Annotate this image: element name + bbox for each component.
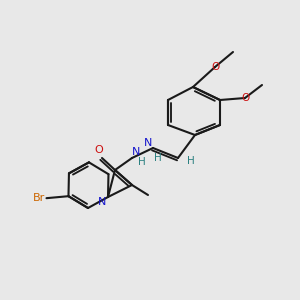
- Text: N: N: [132, 147, 140, 157]
- Text: H: H: [138, 157, 146, 167]
- Text: O: O: [94, 145, 103, 155]
- Text: O: O: [241, 93, 249, 103]
- Text: Br: Br: [33, 193, 46, 203]
- Text: N: N: [98, 197, 106, 207]
- Text: N: N: [144, 138, 152, 148]
- Text: O: O: [211, 62, 219, 72]
- Text: H: H: [154, 153, 162, 163]
- Text: H: H: [187, 156, 195, 166]
